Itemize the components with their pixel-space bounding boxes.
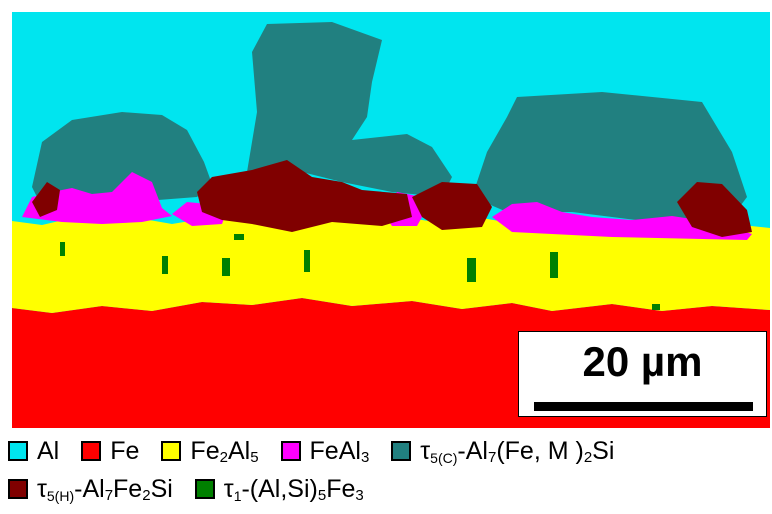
feal3-particle-1 [22, 172, 172, 224]
scale-bar [534, 402, 753, 411]
tau5h-label: τ5(H)-Al7Fe2Si [37, 474, 173, 504]
tau5h-cluster-right [677, 182, 752, 237]
legend: Al Fe Fe2Al5 FeAl3 τ5(C)-Al7(Fe, M )2Si … [8, 432, 768, 508]
tau5c-grains [32, 22, 747, 222]
tau1-particle [304, 250, 310, 272]
feal3-label: FeAl3 [309, 436, 370, 466]
legend-row-2: τ5(H)-Al7Fe2Si τ1-(Al,Si)5Fe3 [8, 470, 768, 508]
tau1-particle [467, 258, 476, 282]
feal3-swatch [280, 441, 301, 461]
tau5c-grain-right [472, 92, 747, 222]
tau5c-swatch [391, 441, 412, 461]
tau1-particle [550, 252, 558, 278]
legend-item-tau5h: τ5(H)-Al7Fe2Si [8, 475, 173, 504]
scale-bar-label: 20 µm [582, 338, 703, 385]
tau5c-label: τ5(C)-Al7(Fe, M )2Si [420, 436, 615, 466]
tau5h-cluster-left [32, 182, 60, 217]
tau5h-cluster-center [197, 160, 412, 232]
tau1-label: τ1-(Al,Si)5Fe3 [223, 474, 364, 504]
legend-item-tau1: τ1-(Al,Si)5Fe3 [194, 474, 364, 504]
al-label: Al [37, 436, 60, 465]
legend-item-tau5c: τ5(C)-Al7(Fe, M )2Si [391, 437, 614, 466]
tau1-particle [60, 242, 65, 256]
fe2al5-swatch [161, 441, 182, 461]
fe-swatch [81, 441, 102, 461]
legend-item-fe: Fe [81, 437, 139, 466]
tau1-particles [60, 234, 660, 310]
tau1-particle [162, 256, 168, 274]
fe-label: Fe [110, 436, 140, 465]
legend-item-fe2al5: Fe2Al5 [161, 436, 259, 466]
tau1-particle [652, 304, 660, 310]
tau5c-grain-left [32, 112, 212, 202]
legend-row-1: Al Fe Fe2Al5 FeAl3 τ5(C)-Al7(Fe, M )2Si [8, 432, 768, 470]
feal3-particles [22, 172, 752, 240]
fe2al5-label: Fe2Al5 [190, 436, 259, 466]
tau1-particle [234, 234, 244, 240]
tau5c-grain-center [247, 22, 452, 197]
legend-item-al: Al [8, 437, 59, 466]
feal3-particle-4 [492, 202, 752, 240]
tau5h-cluster-mid [412, 182, 492, 230]
legend-item-feal3: FeAl3 [280, 436, 370, 466]
tau1-swatch [194, 479, 215, 499]
al-swatch [8, 441, 28, 461]
tau1-particle [222, 258, 230, 276]
tau5h-swatch [8, 479, 28, 499]
tau5h-particles [32, 160, 752, 237]
scale-bar-box: 20 µm [518, 331, 767, 417]
fe2al5-layer [12, 215, 770, 313]
